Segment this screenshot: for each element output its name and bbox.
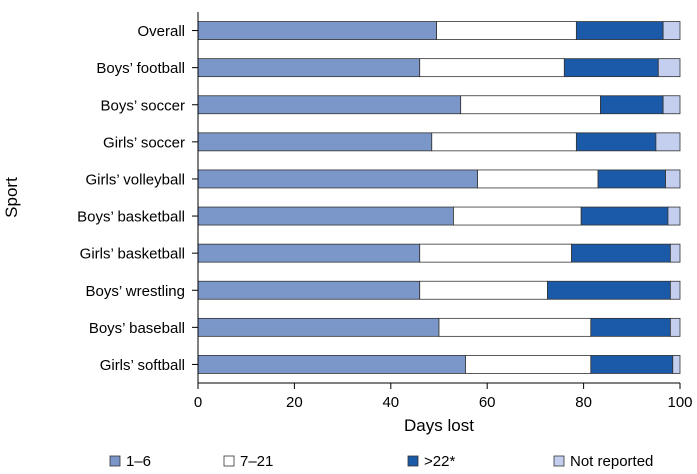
y-tick-label: Overall <box>137 23 185 40</box>
bar-segment-5-3 <box>597 169 666 189</box>
bar-segment-2-2 <box>419 58 565 78</box>
y-tick-label: Boys’ wrestling <box>86 283 185 300</box>
bar-segment-6-3 <box>580 206 669 226</box>
bar-segment-8-4 <box>669 280 681 300</box>
bar-segment-8-2 <box>419 280 548 300</box>
bar-segment-3-1 <box>197 95 462 115</box>
bar-segment-4-4 <box>655 132 681 152</box>
x-axis-title: Days lost <box>404 416 474 435</box>
legend-swatch-4 <box>553 455 565 467</box>
bar-segment-9-1 <box>197 317 440 337</box>
legend-swatch-1 <box>109 455 121 467</box>
legend-label-2: 7–21 <box>240 453 273 470</box>
bar-segment-8-1 <box>197 280 421 300</box>
bar-segment-8-3 <box>547 280 671 300</box>
bar-segment-2-3 <box>563 58 659 78</box>
legend-swatch-2 <box>223 455 235 467</box>
bars-group <box>197 21 681 374</box>
x-tick-label: 20 <box>286 394 303 411</box>
bar-segment-6-4 <box>667 206 681 226</box>
bar-segment-10-1 <box>197 355 466 374</box>
bar-segment-4-2 <box>431 132 577 152</box>
bar-segment-4-1 <box>197 132 433 152</box>
bar-segment-9-2 <box>438 317 592 337</box>
x-tick-label: 80 <box>575 394 592 411</box>
bar-segment-2-4 <box>657 58 681 78</box>
bar-segment-2-1 <box>197 58 421 78</box>
bar-segment-1-1 <box>197 21 437 40</box>
bar-segment-9-4 <box>669 317 681 337</box>
bar-segment-5-4 <box>665 169 681 189</box>
legend-label-3: >22* <box>424 453 455 470</box>
bar-segment-1-4 <box>662 21 681 40</box>
bar-segment-5-2 <box>477 169 599 189</box>
bar-segment-10-2 <box>465 355 592 374</box>
x-tick-label: 40 <box>382 394 399 411</box>
y-tick-label: Boys’ soccer <box>101 97 185 114</box>
bar-segment-9-3 <box>590 317 671 337</box>
y-tick-label: Boys’ basketball <box>77 209 185 226</box>
legend-swatch-3 <box>407 455 419 467</box>
bar-segment-1-3 <box>575 21 664 40</box>
y-tick-label: Girls’ softball <box>100 357 185 374</box>
y-tick-label: Boys’ football <box>96 60 185 77</box>
bar-segment-6-2 <box>453 206 582 226</box>
bar-segment-7-4 <box>669 243 681 263</box>
y-tick-label: Girls’ volleyball <box>86 171 185 188</box>
bar-segment-10-4 <box>672 355 681 374</box>
x-tick-label: 0 <box>194 394 202 411</box>
legend: 1–6 7–21 >22* Not reported <box>109 453 653 470</box>
bar-segment-7-2 <box>419 243 572 263</box>
bar-segment-7-3 <box>571 243 671 263</box>
bar-segment-4-3 <box>575 132 657 152</box>
y-tick-label: Boys’ baseball <box>89 320 185 337</box>
bar-segment-5-1 <box>197 169 478 189</box>
bar-segment-6-1 <box>197 206 454 226</box>
x-tick-label: 60 <box>479 394 496 411</box>
bar-segment-3-2 <box>460 95 601 115</box>
bar-segment-1-2 <box>436 21 577 40</box>
bar-segment-3-3 <box>600 95 664 115</box>
bar-segment-7-1 <box>197 243 421 263</box>
axes-group <box>197 12 680 384</box>
bar-segment-10-3 <box>590 355 674 374</box>
legend-label-1: 1–6 <box>126 453 151 470</box>
y-tick-labels: Overall Boys’ football Boys’ soccer Girls’ … <box>77 23 198 374</box>
y-tick-label: Girls’ basketball <box>80 246 185 263</box>
x-tick-label: 100 <box>667 394 692 411</box>
x-ticks: 0 20 40 60 80 100 <box>194 383 693 411</box>
y-axis-title: Sport <box>2 177 21 218</box>
bar-segment-3-4 <box>662 95 681 115</box>
y-tick-label: Girls’ soccer <box>103 134 185 151</box>
legend-label-4: Not reported <box>570 453 653 470</box>
